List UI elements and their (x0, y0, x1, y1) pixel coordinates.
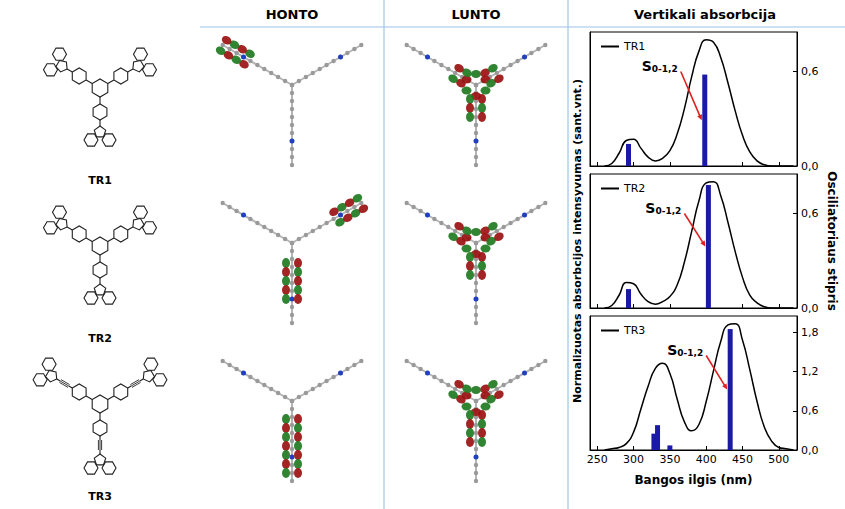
svg-text:Bangos ilgis (nm): Bangos ilgis (nm) (634, 473, 752, 487)
svg-text:0,6: 0,6 (801, 207, 819, 220)
svg-text:TR2: TR2 (623, 182, 645, 195)
svg-text:0,0: 0,0 (801, 160, 819, 173)
svg-text:0,0: 0,0 (801, 302, 819, 315)
svg-text:300: 300 (623, 453, 644, 466)
svg-text:TR3: TR3 (88, 490, 112, 503)
svg-text:400: 400 (696, 453, 717, 466)
svg-text:HONTO: HONTO (266, 7, 319, 22)
svg-text:S: S (642, 58, 652, 74)
svg-text:1,2: 1,2 (801, 365, 819, 378)
svg-text:0,6: 0,6 (801, 404, 819, 417)
svg-text:TR1: TR1 (88, 174, 112, 187)
svg-text:TR3: TR3 (623, 324, 645, 337)
svg-text:450: 450 (732, 453, 753, 466)
svg-text:Normalizuotas absorbcijos inte: Normalizuotas absorbcijos intensyvumas (… (571, 79, 584, 403)
svg-text:0-1,2: 0-1,2 (677, 348, 703, 358)
svg-text:500: 500 (768, 453, 789, 466)
svg-text:S: S (645, 200, 655, 216)
svg-text:TR2: TR2 (88, 332, 112, 345)
svg-text:250: 250 (587, 453, 608, 466)
svg-text:0-1,2: 0-1,2 (655, 206, 681, 216)
svg-text:Vertikali absorbcija: Vertikali absorbcija (634, 7, 776, 22)
svg-text:Osciliatoriaus stipris: Osciliatoriaus stipris (825, 171, 839, 311)
svg-text:1,8: 1,8 (801, 326, 819, 339)
svg-text:0,0: 0,0 (801, 444, 819, 457)
svg-text:S: S (667, 342, 677, 358)
svg-text:LUNTO: LUNTO (451, 7, 500, 22)
svg-text:0,6: 0,6 (801, 65, 819, 78)
svg-text:0-1,2: 0-1,2 (652, 64, 678, 74)
svg-text:TR1: TR1 (623, 40, 645, 53)
svg-text:350: 350 (659, 453, 680, 466)
